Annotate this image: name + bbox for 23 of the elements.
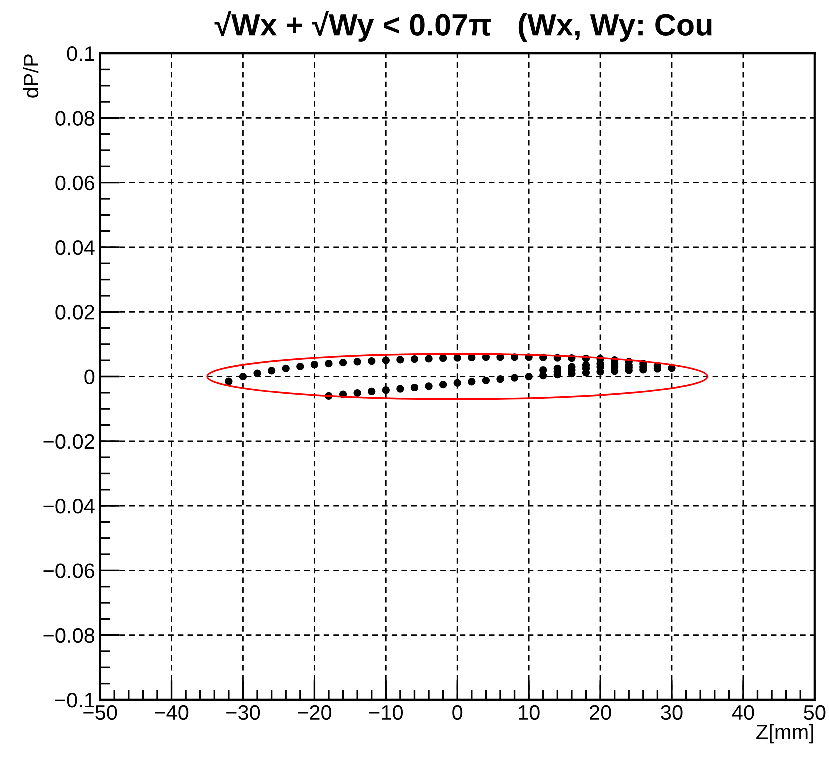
- x-tick-label: −30: [226, 705, 260, 720]
- x-tick-label: −10: [370, 705, 404, 720]
- x-tick-label: 50: [804, 705, 826, 720]
- x-axis-title: Z[mm]: [756, 724, 814, 744]
- y-tick-label: 0.08: [56, 111, 95, 126]
- chart-title: √Wx + √Wy < 0.07π (Wx, Wy: Cou: [214, 11, 712, 42]
- y-tick-label: 0: [84, 370, 95, 385]
- x-tick-label: −40: [155, 705, 189, 720]
- y-axis-title: dP/P: [23, 54, 39, 98]
- x-tick-label: 10: [519, 705, 540, 720]
- x-tick-label: 40: [732, 705, 754, 720]
- y-tick-label: −0.04: [44, 499, 95, 514]
- y-tick-label: 0.1: [67, 46, 94, 62]
- x-tick-label: 0: [452, 705, 463, 720]
- y-tick-label: 0.06: [56, 176, 95, 191]
- x-tick-label: 20: [590, 705, 612, 720]
- y-tick-label: 0.04: [56, 240, 95, 256]
- y-tick-label: −0.08: [44, 628, 95, 644]
- x-tick-label: 30: [661, 705, 683, 720]
- y-tick-label: −0.02: [44, 434, 94, 450]
- x-tick-label: −20: [298, 705, 332, 720]
- y-tick-label: −0.06: [44, 564, 95, 578]
- y-tick-label: 0.02: [56, 305, 94, 320]
